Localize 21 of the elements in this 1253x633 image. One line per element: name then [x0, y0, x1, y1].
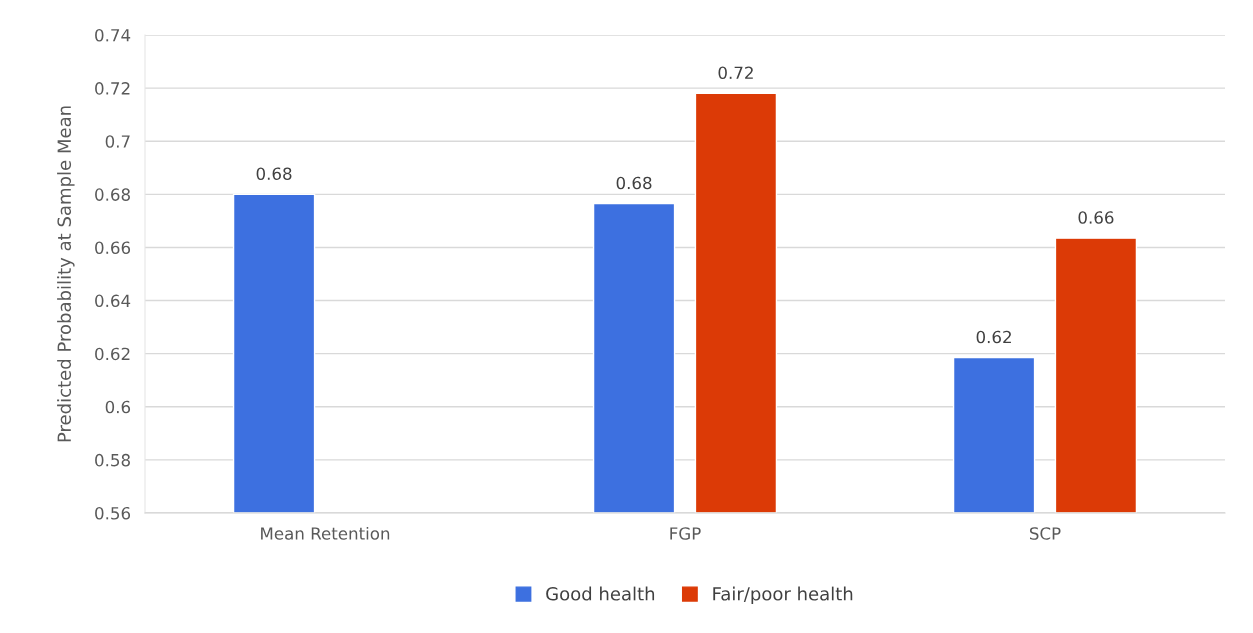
text: 0.7 — [105, 135, 130, 148]
legend-label: Good health — [546, 586, 655, 601]
y-tick-label: 0.62 — [95, 347, 130, 361]
y-tick-label: 0.74 — [95, 28, 131, 42]
y-axis-title: Predicted Probability at Sample Mean — [57, 106, 75, 442]
y-tick-label: 0.72 — [95, 82, 130, 95]
legend-label: Fair/poor health — [713, 586, 853, 605]
data-label: 0.68 — [256, 167, 292, 180]
y-tick-label: 0.64 — [95, 294, 131, 308]
y-tick-label: 0.66 — [95, 241, 131, 255]
y-tick-label: 0.68 — [95, 188, 130, 201]
x-tick-label: Mean Retention — [261, 526, 390, 540]
y-tick-label: 0.56 — [95, 506, 131, 520]
text: 0.6 — [105, 400, 131, 414]
data-label: 0.72 — [718, 66, 753, 80]
y-tick-label: 0.58 — [95, 453, 130, 467]
data-label: 0.62 — [976, 330, 1011, 344]
x-tick-label: SCP — [1029, 527, 1061, 540]
x-tick-label: FGP — [670, 527, 701, 540]
data-label: 0.66 — [1078, 211, 1114, 224]
data-label: 0.68 — [616, 176, 652, 190]
